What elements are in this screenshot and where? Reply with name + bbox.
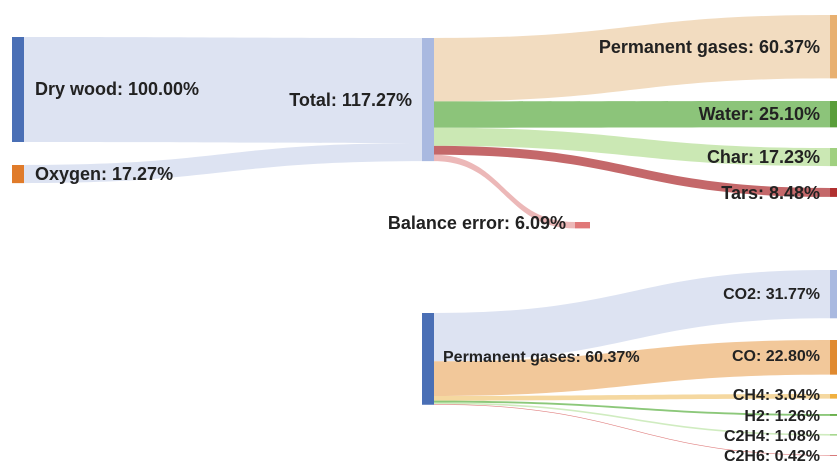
- node-label: H2: 1.26%: [744, 408, 820, 425]
- node: [12, 165, 24, 184]
- node: [422, 313, 434, 405]
- node: [830, 270, 837, 319]
- link: [434, 394, 830, 401]
- link: [434, 145, 830, 197]
- node: [830, 455, 837, 456]
- link: [24, 143, 422, 184]
- node-label: C2H6: 0.42%: [724, 448, 820, 465]
- node-label: Water: 25.10%: [699, 104, 820, 124]
- link: [434, 402, 830, 436]
- node: [830, 394, 837, 399]
- node: [830, 340, 837, 375]
- node: [830, 188, 837, 197]
- node-label: CO: 22.80%: [732, 348, 820, 365]
- link: [434, 154, 575, 229]
- link: [24, 37, 422, 143]
- link: [434, 101, 830, 128]
- node-label: Total: 117.27%: [289, 90, 412, 110]
- node-label: CO2: 31.77%: [723, 286, 820, 303]
- node-label: C2H4: 1.08%: [724, 428, 820, 445]
- node: [830, 101, 837, 128]
- node-label: Balance error: 6.09%: [388, 213, 566, 233]
- node: [575, 222, 590, 229]
- link: [434, 400, 830, 416]
- node-label: Oxygen: 17.27%: [35, 164, 173, 184]
- link: [434, 15, 830, 102]
- link: [434, 340, 830, 396]
- node-label: Permanent gases: 60.37%: [599, 37, 820, 57]
- node-label: Tars: 8.48%: [721, 183, 820, 203]
- link: [434, 270, 830, 362]
- node: [830, 434, 837, 436]
- node: [830, 148, 837, 167]
- node-label: Dry wood: 100.00%: [35, 79, 199, 99]
- node: [830, 414, 837, 416]
- node-label: Char: 17.23%: [707, 147, 820, 167]
- link: [434, 127, 830, 167]
- node: [830, 15, 837, 79]
- node-label: CH4: 3.04%: [733, 387, 820, 404]
- link: [434, 404, 830, 456]
- node: [422, 38, 434, 162]
- node-label: Permanent gases: 60.37%: [443, 349, 640, 366]
- node: [12, 37, 24, 142]
